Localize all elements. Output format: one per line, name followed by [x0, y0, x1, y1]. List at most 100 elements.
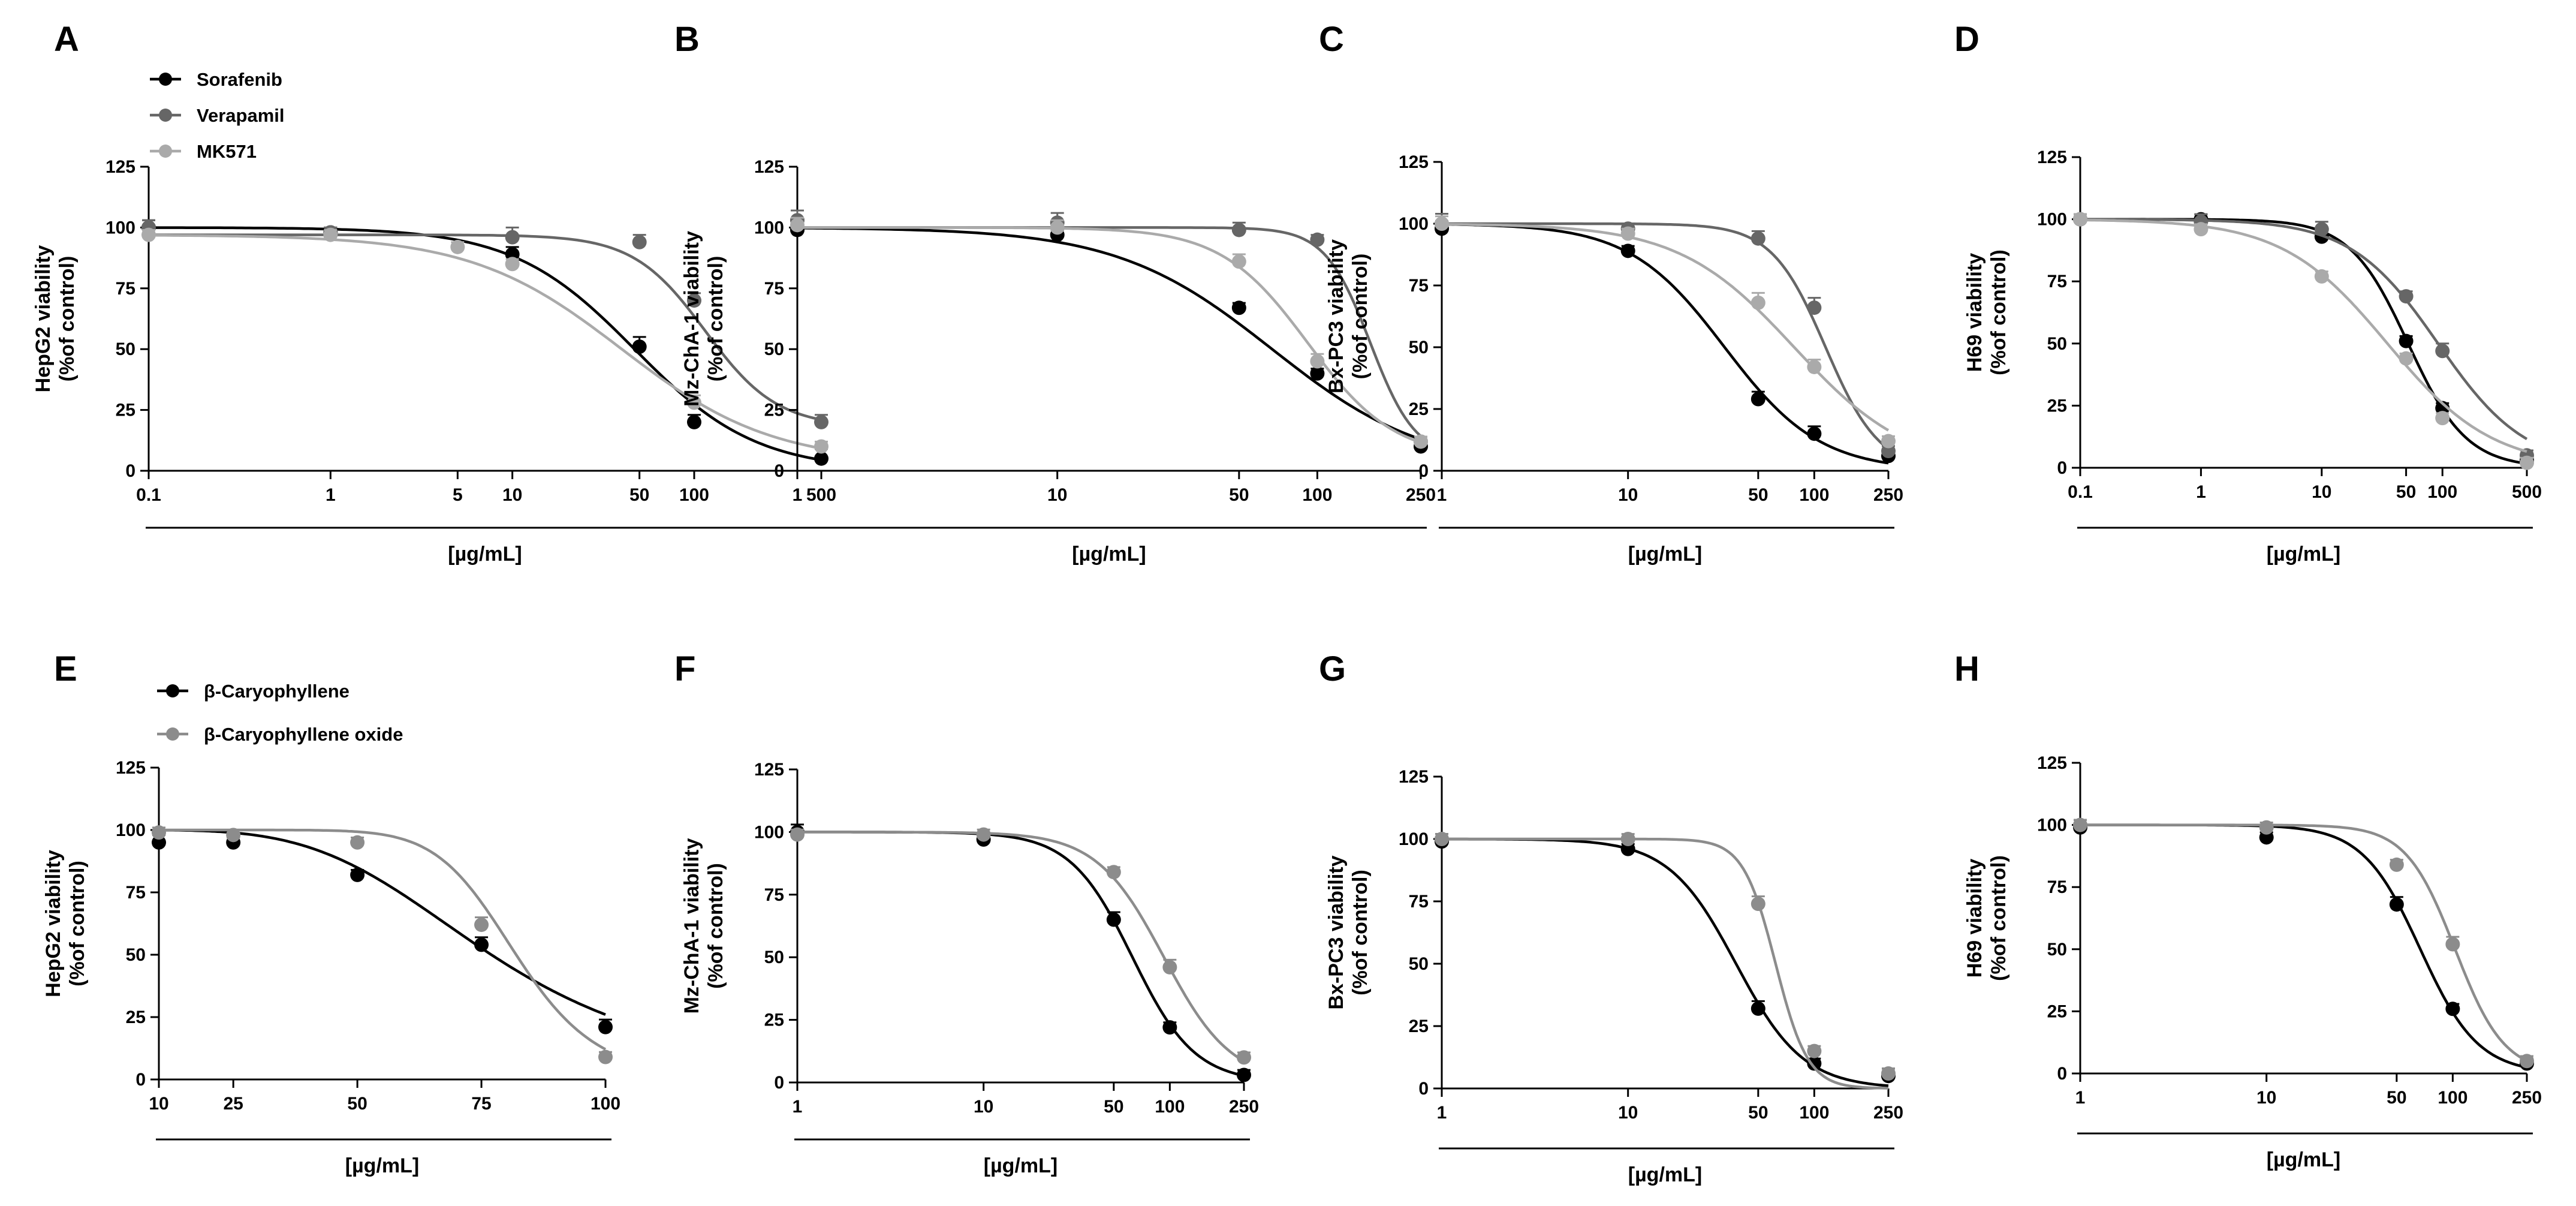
y-tick-label-b-100: 100: [754, 218, 784, 237]
panel-g: G 0 25 50 75 100 125 1 10 50 100 250 [µg/mL] Bx-PC3 v…: [1319, 649, 1903, 1186]
y-tick-label-b-75: 75: [764, 279, 784, 299]
data-point-a-mk571-5: [814, 439, 828, 454]
data-point-b-mk571-3: [1310, 354, 1325, 369]
data-point-g-caryophyllene-oxide-0: [1435, 832, 1449, 846]
fit-curve-g-caryophyllene-oxide: [1442, 837, 1889, 1090]
data-point-f-caryophyllene-2: [1106, 912, 1121, 927]
series-h-caryophyllene-oxide: [2073, 817, 2534, 1069]
x-tick-label-c-2: 50: [1748, 485, 1768, 505]
data-point-c-mk571-3: [1807, 359, 1822, 374]
x-tick-label-h-0: 1: [2075, 1088, 2086, 1108]
x-tick-label-h-4: 250: [2512, 1088, 2542, 1108]
y-tick-label-e-100: 100: [116, 820, 146, 840]
data-point-a-mk571-2: [450, 239, 465, 254]
x-tick-label-b-1: 10: [1047, 485, 1067, 505]
data-point-b-verapamil-2: [1231, 222, 1246, 237]
y-tick-label-d-125: 125: [2037, 148, 2067, 167]
y-tick-label-f-50: 50: [764, 948, 784, 967]
x-axis-title-a: [µg/mL]: [448, 543, 522, 566]
data-point-d-mk571-2: [2314, 269, 2329, 284]
legend-marker-mk571: [159, 145, 172, 158]
data-point-d-mk571-1: [2194, 222, 2209, 237]
data-point-d-mk571-0: [2073, 212, 2087, 227]
x-tick-label-g-2: 50: [1748, 1103, 1768, 1123]
data-point-d-sorafenib-3: [2399, 333, 2414, 348]
data-point-e-caryophyllene-oxide-3: [474, 918, 489, 933]
data-point-c-verapamil-2: [1751, 231, 1765, 246]
data-point-e-caryophyllene-oxide-4: [598, 1049, 613, 1064]
data-point-e-caryophyllene-oxide-0: [152, 825, 166, 840]
y-tick-label-c-125: 125: [1399, 152, 1429, 172]
series-e-caryophyllene-oxide: [152, 825, 613, 1064]
y-tick-label-e-125: 125: [116, 758, 146, 778]
x-tick-label-d-3: 50: [2396, 482, 2416, 502]
data-point-c-mk571-4: [1881, 434, 1896, 449]
data-point-h-caryophyllene-1: [2259, 830, 2274, 845]
panel-letter-g: G: [1319, 649, 1346, 688]
series-c-verapamil: [1435, 213, 1896, 459]
data-point-d-mk571-4: [2435, 411, 2450, 426]
fit-curve-a-sorafenib: [149, 226, 822, 462]
data-point-h-caryophyllene-oxide-3: [2445, 937, 2460, 952]
data-point-h-caryophyllene-oxide-1: [2259, 820, 2274, 835]
y-tick-label-h-75: 75: [2047, 877, 2067, 897]
legend-2: β-Caryophyllene β-Caryophyllene oxide: [157, 681, 403, 745]
y-tick-label-b-25: 25: [764, 401, 784, 420]
x-tick-label-f-0: 1: [793, 1097, 803, 1117]
y-axis-title-b: Mz-ChA-1 viability(%of control): [680, 231, 727, 407]
y-tick-label-a-100: 100: [106, 218, 135, 237]
y-tick-label-h-100: 100: [2037, 816, 2067, 835]
data-point-c-sorafenib-3: [1807, 426, 1822, 441]
data-point-a-mk571-0: [141, 227, 156, 242]
legend-label-mk571: MK571: [197, 141, 257, 162]
x-tick-label-g-3: 100: [1799, 1103, 1829, 1123]
series-f-caryophyllene: [790, 823, 1251, 1082]
y-tick-label-e-0: 0: [135, 1070, 146, 1090]
x-tick-label-d-0: 0.1: [2068, 482, 2093, 502]
data-point-d-verapamil-2: [2314, 222, 2329, 237]
legend-label-verapamil: Verapamil: [197, 105, 284, 126]
panel-e: E 0 25 50 75 100 125 10 25 50 75 100 [µg/mL] HepG2 vi…: [42, 649, 620, 1177]
series-f-caryophyllene-oxide: [790, 827, 1251, 1065]
fit-curve-c-verapamil: [1442, 222, 1890, 450]
y-tick-label-b-125: 125: [754, 157, 784, 177]
data-point-d-sorafenib-4: [2435, 401, 2450, 416]
x-tick-label-e-4: 100: [590, 1094, 620, 1114]
series-a-mk571: [141, 227, 828, 454]
x-tick-label-f-3: 100: [1155, 1097, 1185, 1117]
data-point-f-caryophyllene-oxide-4: [1237, 1050, 1251, 1065]
y-tick-label-e-50: 50: [126, 945, 146, 965]
data-point-a-sorafenib-5: [814, 451, 828, 466]
data-point-d-verapamil-4: [2435, 344, 2450, 359]
y-axis-title-g: Bx-PC3 viability(%of control): [1325, 855, 1372, 1009]
fit-curve-a-verapamil: [149, 233, 822, 422]
data-point-c-sorafenib-1: [1620, 243, 1635, 258]
fit-curve-f-caryophyllene: [797, 831, 1245, 1077]
y-tick-label-d-0: 0: [2057, 458, 2067, 478]
y-axis-title-a: HepG2 viability(%of control): [32, 245, 79, 393]
x-tick-label-b-4: 250: [1406, 485, 1436, 505]
y-tick-label-d-50: 50: [2047, 334, 2067, 354]
x-tick-label-h-3: 100: [2438, 1088, 2467, 1108]
y-tick-label-h-50: 50: [2047, 940, 2067, 960]
data-point-g-caryophyllene-oxide-2: [1751, 897, 1765, 912]
data-point-f-caryophyllene-oxide-0: [790, 827, 805, 842]
x-tick-label-a-5: 100: [679, 485, 709, 505]
x-tick-label-e-0: 10: [149, 1094, 168, 1114]
x-tick-label-g-1: 10: [1618, 1103, 1638, 1123]
data-point-e-caryophyllene-3: [474, 937, 489, 952]
data-point-a-sorafenib-4: [686, 414, 701, 429]
legend-label-caryophyllene: β-Caryophyllene: [204, 681, 350, 702]
data-point-e-caryophyllene-oxide-2: [350, 835, 365, 850]
legend-label-sorafenib: Sorafenib: [197, 69, 282, 90]
y-tick-label-c-50: 50: [1409, 338, 1429, 357]
x-tick-label-a-6: 500: [806, 485, 836, 505]
x-axis-title-e: [µg/mL]: [345, 1154, 419, 1177]
x-tick-label-a-2: 5: [453, 485, 463, 505]
y-tick-label-a-75: 75: [116, 279, 135, 299]
x-tick-label-d-4: 100: [2427, 482, 2457, 502]
legend-marker-verapamil: [159, 109, 172, 122]
x-axis-title-h: [µg/mL]: [2267, 1148, 2340, 1171]
fit-curve-d-sorafenib: [2080, 218, 2527, 465]
